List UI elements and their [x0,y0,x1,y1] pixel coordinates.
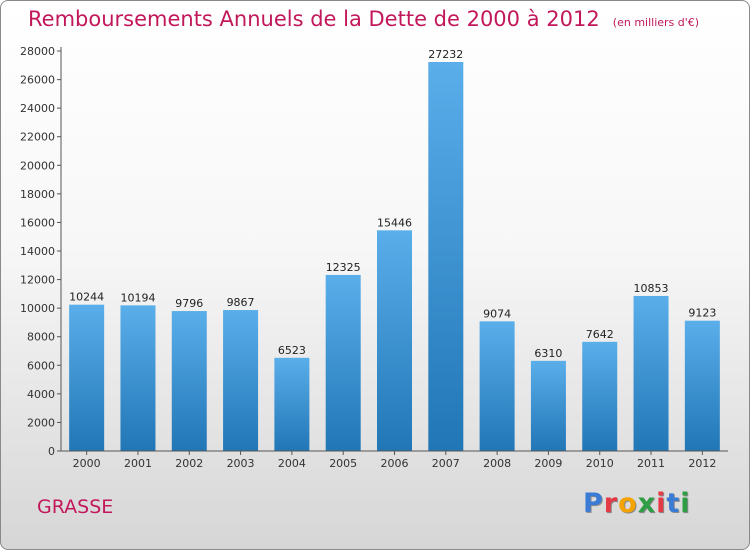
logo-letter: P [583,488,604,519]
x-tick-label-2009: 2009 [534,457,562,470]
chart-subtitle: (en milliers d'€) [612,16,700,29]
logo-letter: x [637,488,657,519]
y-tick-label: 4000 [27,388,55,401]
y-tick-label: 26000 [20,74,55,87]
x-tick-label-2005: 2005 [329,457,357,470]
x-tick-label-2010: 2010 [586,457,614,470]
x-tick-label-2007: 2007 [432,457,460,470]
x-tick-label-2000: 2000 [73,457,101,470]
bar-2011 [633,295,669,451]
y-tick-label: 18000 [20,188,55,201]
data-label-2000: 10244 [69,291,104,304]
bar-2002 [171,311,207,451]
bar-2003 [223,310,259,451]
chart-title: Remboursements Annuels de la Dette de 20… [28,7,600,31]
y-tick-label: 0 [48,445,55,458]
data-label-2005: 12325 [326,261,361,274]
bar-2001 [120,305,156,451]
y-tick-label: 20000 [20,159,55,172]
logo-letter: r [603,488,619,519]
x-tick-label-2011: 2011 [637,457,665,470]
y-tick-label: 24000 [20,102,55,115]
y-tick-label: 16000 [20,216,55,229]
x-tick-label-2001: 2001 [124,457,152,470]
x-tick-label-2006: 2006 [381,457,409,470]
city-name: GRASSE [37,496,114,518]
bar-2004 [274,357,310,451]
data-label-2012: 9123 [688,307,716,320]
y-tick-label: 22000 [20,131,55,144]
bar-2009 [530,360,566,451]
bar-2007 [428,61,464,451]
data-label-2003: 9867 [227,296,255,309]
y-tick-label: 14000 [20,245,55,258]
y-tick-label: 12000 [20,274,55,287]
logo-letter: i [656,488,667,519]
y-tick-label: 28000 [20,45,55,58]
y-tick-label: 2000 [27,416,55,429]
bar-2012 [684,320,720,451]
data-label-2010: 7642 [586,328,614,341]
y-tick-label: 8000 [27,331,55,344]
x-tick-label-2003: 2003 [227,457,255,470]
data-label-2006: 15446 [377,216,412,229]
y-tick-label: 10000 [20,302,55,315]
x-tick-label-2008: 2008 [483,457,511,470]
data-label-2008: 9074 [483,307,511,320]
bar-2010 [582,341,618,451]
x-tick-label-2004: 2004 [278,457,306,470]
chart-header: Remboursements Annuels de la Dette de 20… [28,7,699,31]
bar-2006 [377,230,412,451]
data-label-2009: 6310 [534,347,562,360]
bar-2008 [479,321,515,451]
logo-letter: i [680,488,691,519]
bar-2005 [325,274,361,451]
data-label-2001: 10194 [120,291,155,304]
x-tick-label-2002: 2002 [175,457,203,470]
data-label-2002: 9796 [175,297,203,310]
y-tick-label: 6000 [27,359,55,372]
proxiti-logo: Proxiti [583,488,691,519]
x-tick-label-2012: 2012 [688,457,716,470]
data-label-2004: 6523 [278,344,306,357]
logo-letter: t [666,488,681,519]
data-label-2011: 10853 [634,282,669,295]
data-label-2007: 27232 [428,48,463,61]
bar-2000 [69,304,105,451]
logo-letter: o [618,488,638,519]
